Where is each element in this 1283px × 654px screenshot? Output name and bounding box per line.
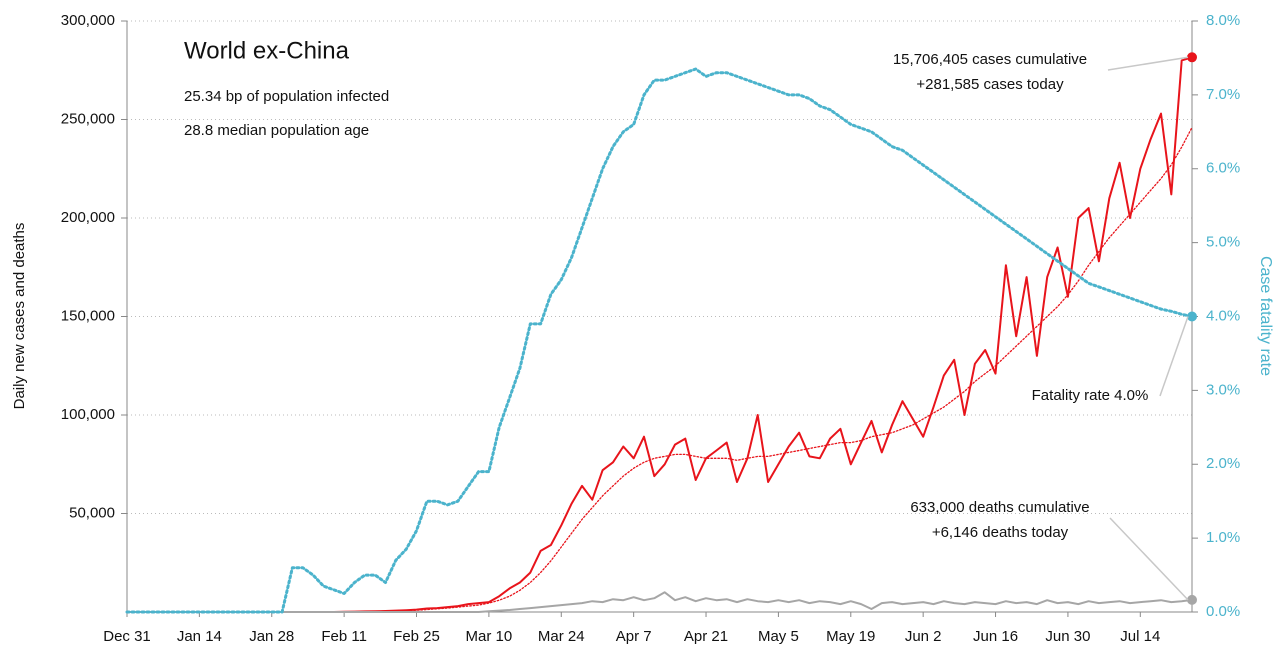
y-tick-label: 300,000 bbox=[61, 12, 115, 29]
y-tick-label: 250,000 bbox=[61, 110, 115, 127]
y-tick-label: 50,000 bbox=[69, 504, 115, 521]
x-tick-label: Mar 10 bbox=[466, 628, 513, 645]
y2-tick-label: 0.0% bbox=[1206, 603, 1240, 620]
x-tick-label: Jan 28 bbox=[249, 628, 294, 645]
y-axis-label: Daily new cases and deaths bbox=[11, 223, 28, 410]
annotation-connector bbox=[1107, 56, 1189, 71]
x-tick-label: Jun 2 bbox=[905, 628, 942, 645]
y2-tick-label: 3.0% bbox=[1206, 381, 1240, 398]
y-tick-label: 100,000 bbox=[61, 406, 115, 423]
x-tick-label: Jul 14 bbox=[1120, 628, 1160, 645]
y-tick-label: 200,000 bbox=[61, 209, 115, 226]
y2-tick-label: 7.0% bbox=[1206, 86, 1240, 103]
series-line bbox=[125, 67, 1194, 614]
y2-tick-label: 8.0% bbox=[1206, 12, 1240, 29]
y2-tick-label: 4.0% bbox=[1206, 307, 1240, 324]
series-line bbox=[126, 591, 1193, 613]
x-tick-label: Dec 31 bbox=[103, 628, 151, 645]
x-tick-label: Jun 30 bbox=[1045, 628, 1090, 645]
x-tick-label: May 19 bbox=[826, 628, 875, 645]
annotation-connector bbox=[1109, 517, 1189, 601]
x-tick-label: Apr 7 bbox=[616, 628, 652, 645]
x-tick-label: Feb 25 bbox=[393, 628, 440, 645]
annotation: 633,000 deaths cumulative bbox=[910, 499, 1089, 516]
end-marker bbox=[1187, 52, 1197, 63]
y2-tick-label: 5.0% bbox=[1206, 234, 1240, 251]
annotation-connector bbox=[1159, 316, 1189, 397]
y2-tick-label: 6.0% bbox=[1206, 160, 1240, 177]
annotation: +281,585 cases today bbox=[916, 76, 1064, 93]
annotation: +6,146 deaths today bbox=[932, 524, 1069, 541]
x-tick-label: Feb 11 bbox=[321, 628, 367, 645]
x-tick-label: Jan 14 bbox=[177, 628, 222, 645]
subtitle: 28.8 median population age bbox=[184, 122, 369, 139]
x-tick-label: Mar 24 bbox=[538, 628, 585, 645]
x-tick-label: May 5 bbox=[758, 628, 799, 645]
end-marker bbox=[1187, 311, 1197, 322]
y2-tick-label: 1.0% bbox=[1206, 529, 1240, 546]
subtitle: 25.34 bp of population infected bbox=[184, 88, 389, 105]
annotation: Fatality rate 4.0% bbox=[1032, 387, 1149, 404]
y2-axis-label: Case fatality rate bbox=[1257, 256, 1274, 376]
x-tick-label: Apr 21 bbox=[684, 628, 728, 645]
series-line bbox=[126, 126, 1193, 613]
y-tick-label: 150,000 bbox=[61, 307, 115, 324]
chart-title: World ex-China bbox=[184, 37, 350, 64]
annotation: 15,706,405 cases cumulative bbox=[893, 51, 1087, 68]
end-marker bbox=[1187, 594, 1197, 605]
x-tick-label: Jun 16 bbox=[973, 628, 1018, 645]
y2-tick-label: 2.0% bbox=[1206, 455, 1240, 472]
